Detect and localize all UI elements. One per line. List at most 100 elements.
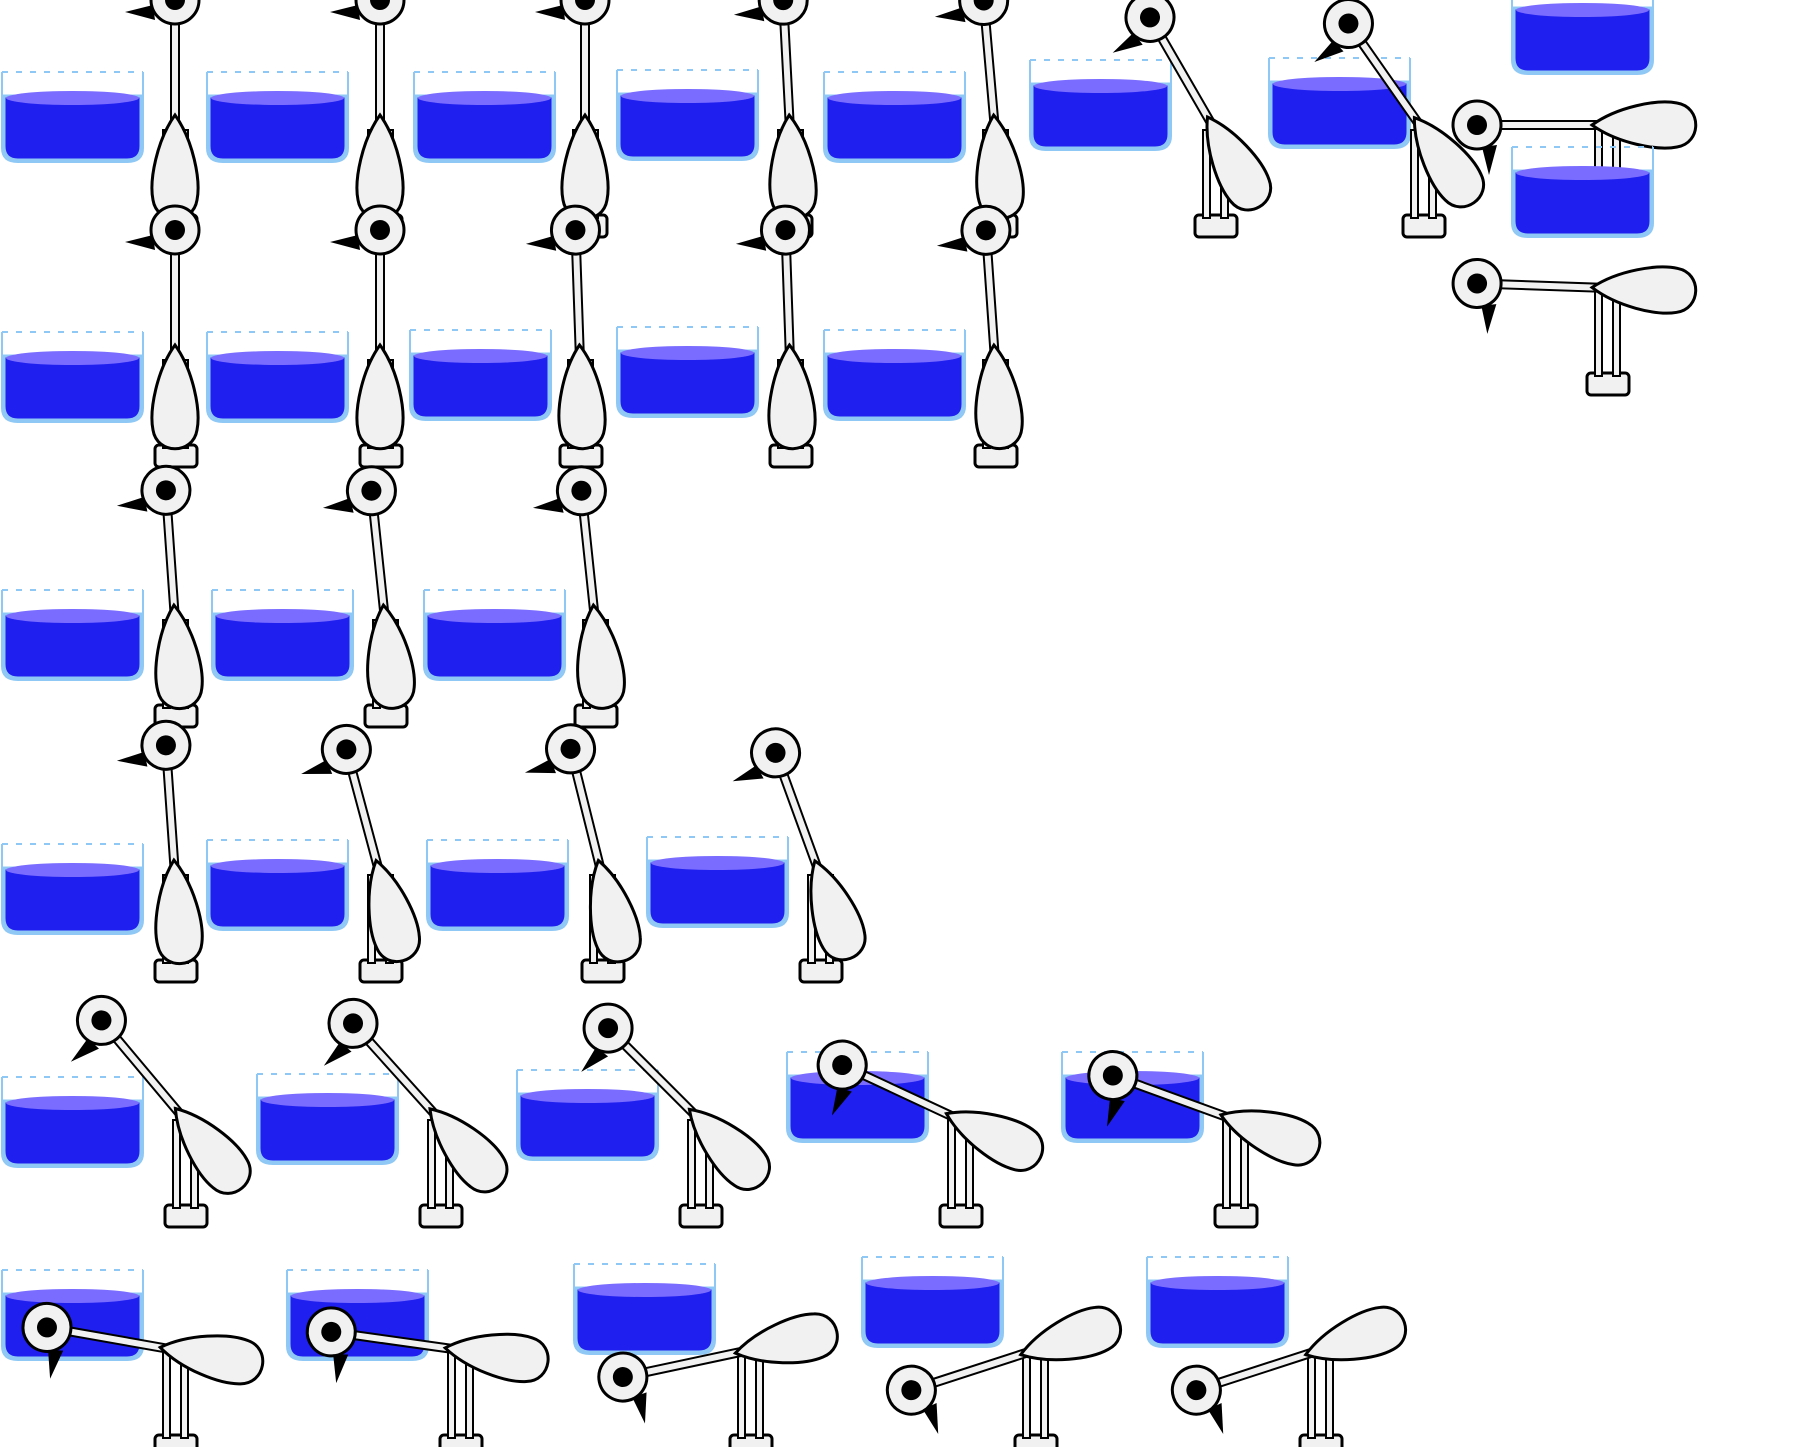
bird-base xyxy=(1401,213,1447,239)
glass-rim xyxy=(1,332,144,423)
drinking-bird xyxy=(125,204,201,469)
bird-body-group xyxy=(532,465,626,710)
bird-bulb xyxy=(355,342,405,451)
water-glass xyxy=(516,1069,659,1161)
glass-rim xyxy=(409,330,552,421)
water-surface xyxy=(211,91,344,105)
bird-base xyxy=(728,1433,774,1447)
bird-body-group xyxy=(732,727,867,962)
water-surface xyxy=(261,1093,394,1107)
bird-leg-left xyxy=(687,1119,696,1209)
bird-body-group xyxy=(1451,99,1698,175)
bird-beak xyxy=(732,765,764,782)
bird-eye xyxy=(1467,115,1487,135)
bird-beak xyxy=(330,235,360,250)
bird-eye xyxy=(975,220,996,241)
water-glass xyxy=(413,71,556,163)
water xyxy=(1269,80,1410,148)
glass-rim xyxy=(1,1077,144,1168)
water-surface xyxy=(1034,79,1167,93)
bird-eye xyxy=(336,739,357,760)
water-surface xyxy=(621,89,754,103)
bird-body-group xyxy=(305,1306,550,1384)
water-surface xyxy=(1516,166,1649,180)
bird-bulb xyxy=(687,1107,771,1191)
bird-bulb xyxy=(1303,1305,1408,1362)
water-surface xyxy=(431,859,564,873)
glass-rim xyxy=(1029,60,1172,151)
glass-rim xyxy=(206,332,349,423)
bird-body-group xyxy=(1314,0,1485,209)
bird-bulb xyxy=(1412,115,1485,209)
drinking-bird xyxy=(125,0,201,239)
water xyxy=(517,1092,658,1160)
bird-body-group xyxy=(1087,1050,1322,1167)
bird-bulb xyxy=(355,112,405,221)
bird-body-group xyxy=(125,0,201,221)
glass-rim xyxy=(1268,58,1411,149)
drinking-bird xyxy=(1314,0,1485,239)
bird-beak xyxy=(936,236,968,252)
bird-bulb xyxy=(428,1106,509,1194)
bird-leg-right xyxy=(1040,1349,1049,1439)
bird-beak xyxy=(922,1403,939,1435)
bird-body-group xyxy=(1451,257,1698,334)
bird-base xyxy=(1298,1433,1344,1447)
bird-beak xyxy=(323,1041,352,1066)
water-glass xyxy=(206,331,349,423)
glass-rim xyxy=(1061,1052,1204,1143)
bird-eye xyxy=(773,0,794,11)
bird-leg-left xyxy=(162,1349,171,1439)
bird-beak xyxy=(524,759,556,774)
glass-rim xyxy=(256,1074,399,1165)
drinking-bird xyxy=(597,1312,839,1447)
bird-bulb xyxy=(442,1332,550,1384)
glass-rim xyxy=(1146,1257,1289,1348)
bird-leg-left xyxy=(1222,1119,1231,1209)
drinking-bird xyxy=(885,1305,1123,1447)
glass-rim xyxy=(1511,0,1654,75)
water-surface xyxy=(6,1096,139,1110)
glass-rim xyxy=(206,840,349,931)
bird-bulb xyxy=(366,602,416,710)
water-surface xyxy=(211,351,344,365)
drinking-bird xyxy=(1112,0,1273,239)
bird-bulb xyxy=(1589,100,1698,150)
water-glass xyxy=(1,843,144,935)
water-surface xyxy=(414,349,547,363)
bird-eye xyxy=(901,1380,922,1401)
bird-base xyxy=(438,1433,484,1447)
drinking-bird xyxy=(525,204,607,469)
drinking-bird xyxy=(116,464,204,729)
bird-body-group xyxy=(524,723,642,964)
drinking-bird xyxy=(305,1306,550,1447)
water xyxy=(207,354,348,422)
water-surface xyxy=(211,859,344,873)
water xyxy=(212,612,353,680)
glass-rim xyxy=(1,72,144,163)
water xyxy=(207,862,348,930)
bird-eye xyxy=(612,1367,633,1388)
water-glass xyxy=(823,329,966,421)
water-glass xyxy=(1146,1256,1289,1348)
glass-rim xyxy=(286,1270,429,1361)
water-surface xyxy=(418,91,551,105)
bird-base xyxy=(1585,371,1631,397)
bird-eye xyxy=(598,1018,619,1039)
water-glass xyxy=(206,71,349,163)
bird-beak xyxy=(934,7,966,23)
bird-beak xyxy=(330,5,360,20)
glass-rim xyxy=(861,1257,1004,1348)
bird-bulb xyxy=(809,858,867,962)
glass-rim xyxy=(616,327,759,418)
water-glass xyxy=(1,1269,144,1361)
bird-eye xyxy=(361,480,382,501)
bird-eye xyxy=(165,0,185,10)
drinking-bird xyxy=(330,204,406,469)
water-glass xyxy=(1511,146,1654,238)
bird-leg-right xyxy=(755,1349,764,1439)
drinking-bird xyxy=(936,204,1024,469)
glass-rim xyxy=(616,70,759,161)
bird-eye xyxy=(571,480,592,501)
glass-rim xyxy=(426,840,569,931)
